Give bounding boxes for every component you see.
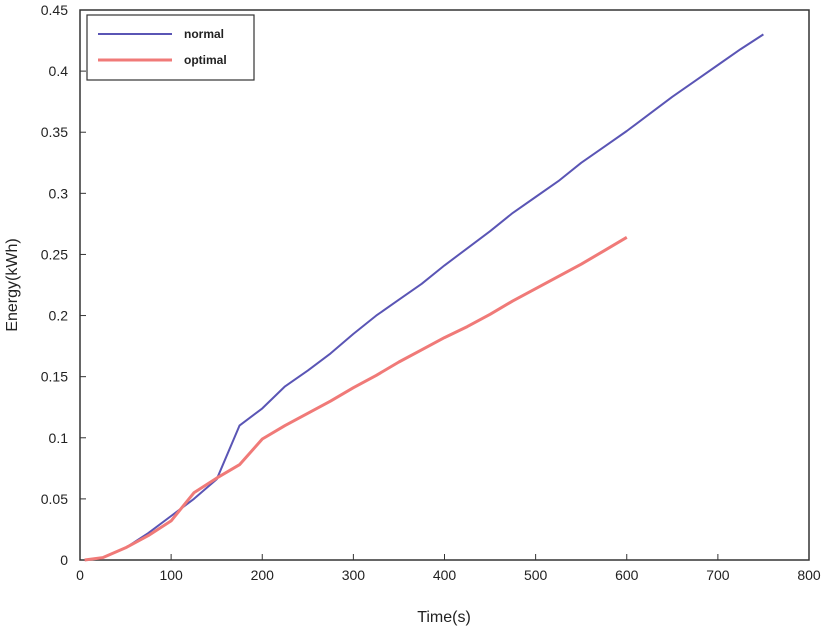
y-tick-label: 0.15 <box>41 369 68 385</box>
y-tick-label: 0.1 <box>49 430 69 446</box>
x-tick-label: 800 <box>797 567 821 583</box>
series-layer <box>84 33 764 562</box>
legend: normal optimal <box>86 14 255 81</box>
x-tick-label: 600 <box>615 567 639 583</box>
legend-label-normal: normal <box>184 27 224 41</box>
y-tick-label: 0.05 <box>41 491 68 507</box>
y-tick-label: 0 <box>60 552 68 568</box>
x-tick-label: 200 <box>251 567 275 583</box>
x-tick-label: 400 <box>433 567 457 583</box>
legend-box <box>86 14 255 81</box>
y-axis-title: Energy(kWh) <box>4 238 21 331</box>
series-line-optimal <box>84 236 628 562</box>
y-tick-label: 0.3 <box>49 185 69 201</box>
y-axis-ticks: 0 0.05 0.1 0.15 0.2 0.25 0.3 0.35 0.4 0.45 <box>41 2 86 568</box>
x-tick-label: 100 <box>159 567 183 583</box>
series-line-normal <box>84 33 764 561</box>
legend-label-optimal: optimal <box>184 53 227 67</box>
x-axis-title: Time(s) <box>417 609 471 626</box>
x-axis-ticks: 0 100 200 300 400 500 600 700 800 <box>76 554 821 583</box>
x-tick-label: 500 <box>524 567 548 583</box>
x-tick-label: 300 <box>342 567 366 583</box>
y-tick-label: 0.35 <box>41 124 68 140</box>
y-tick-label: 0.25 <box>41 246 68 262</box>
y-tick-label: 0.45 <box>41 2 68 18</box>
x-tick-label: 0 <box>76 567 84 583</box>
y-tick-label: 0.4 <box>49 63 69 79</box>
x-tick-label: 700 <box>706 567 730 583</box>
y-tick-label: 0.2 <box>49 308 69 324</box>
plot-frame <box>79 9 810 561</box>
